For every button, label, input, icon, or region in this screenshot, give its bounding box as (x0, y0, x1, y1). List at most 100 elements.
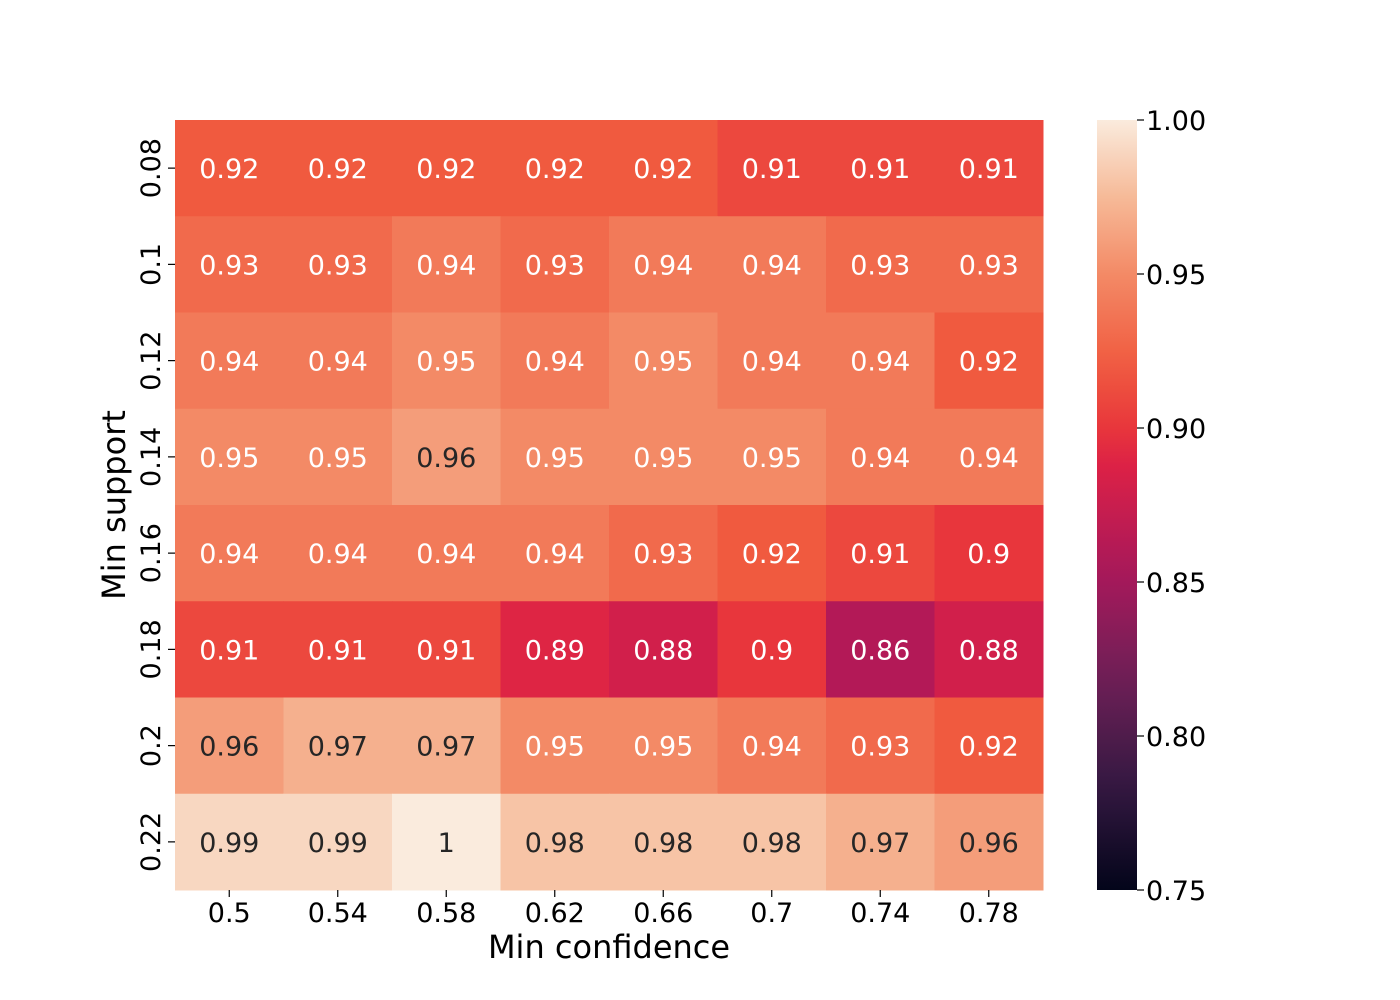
heatmap-cell (500, 505, 610, 602)
heatmap-cell (717, 697, 827, 795)
heatmap-cell (609, 793, 718, 891)
heatmap-cell (934, 505, 1044, 602)
cell-value-label: 0.91 (742, 154, 802, 185)
y-tick-label: 0.12 (136, 331, 167, 391)
heatmap-cell (717, 216, 827, 313)
heatmap-cell (934, 697, 1044, 795)
heatmap-cell (175, 505, 284, 602)
y-tick-label: 0.2 (136, 724, 167, 767)
heatmap-cell (175, 120, 284, 217)
heatmap-cell (283, 697, 393, 795)
heatmap-cell (283, 216, 393, 313)
cell-value-label: 0.94 (742, 347, 802, 378)
cell-value-label: 0.94 (525, 539, 585, 570)
cell-value-label: 0.88 (633, 635, 693, 666)
cell-value-label: 0.94 (633, 250, 693, 281)
cell-value-label: 0.94 (416, 250, 476, 281)
cell-value-label: 0.98 (742, 828, 802, 859)
heatmap-cell (609, 601, 718, 698)
cell-value-label: 0.95 (199, 443, 259, 474)
cell-value-label: 0.94 (525, 347, 585, 378)
cell-value-label: 0.92 (199, 154, 259, 185)
x-tick-label: 0.5 (208, 898, 251, 929)
cell-value-label: 0.94 (199, 347, 259, 378)
cell-value-label: 0.92 (742, 539, 802, 570)
cell-value-label: 0.94 (199, 539, 259, 570)
x-tick-label: 0.62 (525, 898, 585, 929)
cell-value-label: 0.96 (959, 828, 1019, 859)
cell-value-label: 0.94 (850, 347, 910, 378)
cell-value-label: 1 (438, 828, 455, 859)
cell-value-label: 0.95 (525, 732, 585, 763)
heatmap-cell (826, 793, 935, 891)
cell-value-label: 0.91 (199, 635, 259, 666)
x-tick-label: 0.7 (750, 898, 793, 929)
heatmap-cell (175, 312, 284, 410)
heatmap-cell (717, 312, 827, 410)
colorbar-tick-label: 0.90 (1146, 414, 1206, 445)
colorbar-tick-label: 0.85 (1146, 568, 1206, 599)
y-tick-label: 0.1 (136, 243, 167, 286)
cell-value-label: 0.94 (959, 443, 1019, 474)
heatmap-cell (609, 216, 718, 313)
y-axis: 0.08 0.1 0.12 0.14 0.16 0.18 0.2 0.22 (136, 138, 175, 872)
heatmap-cell (934, 312, 1044, 410)
cell-value-label: 0.93 (308, 250, 368, 281)
cell-value-label: 0.96 (416, 443, 476, 474)
x-axis: 0.5 0.54 0.58 0.62 0.66 0.7 0.74 0.78 (208, 890, 1019, 929)
cell-value-label: 0.92 (959, 732, 1019, 763)
cell-value-label: 0.95 (742, 443, 802, 474)
cell-value-label: 0.91 (850, 539, 910, 570)
heatmap-cell (500, 697, 610, 795)
cell-value-label: 0.93 (633, 539, 693, 570)
heatmap-cell (934, 601, 1044, 698)
heatmap-cell (175, 408, 284, 506)
heatmap-cell (934, 408, 1044, 506)
cell-value-label: 0.93 (525, 250, 585, 281)
cell-value-label: 0.92 (416, 154, 476, 185)
cell-value-label: 0.93 (850, 732, 910, 763)
heatmap-cell (392, 408, 501, 506)
cell-value-label: 0.93 (850, 250, 910, 281)
heatmap-cell (500, 216, 610, 313)
cell-value-label: 0.91 (959, 154, 1019, 185)
colorbar-ticks: 0.75 0.80 0.85 0.90 0.95 1.00 (1137, 106, 1206, 907)
colorbar-gradient (1097, 120, 1137, 890)
heatmap-cell (934, 216, 1044, 313)
heatmap-cell (392, 793, 501, 891)
cell-value-label: 0.95 (416, 347, 476, 378)
heatmap-cells (175, 120, 1044, 891)
heatmap-cell (283, 120, 393, 217)
heatmap-cell (175, 793, 284, 891)
cell-annotations: 0.92 0.92 0.92 0.92 0.92 0.91 0.91 0.910.93 0.93… (199, 154, 1019, 859)
cell-value-label: 0.9 (967, 539, 1010, 570)
cell-value-label: 0.95 (633, 443, 693, 474)
heatmap-cell (283, 505, 393, 602)
cell-value-label: 0.94 (742, 250, 802, 281)
cell-value-label: 0.99 (199, 828, 259, 859)
cell-value-label: 0.97 (416, 732, 476, 763)
heatmap-cell (283, 793, 393, 891)
heatmap-cell (392, 697, 501, 795)
heatmap-cell (717, 408, 827, 506)
heatmap-cell (500, 408, 610, 506)
y-tick-label: 0.18 (136, 619, 167, 679)
cell-value-label: 0.92 (633, 154, 693, 185)
cell-value-label: 0.88 (959, 635, 1019, 666)
cell-value-label: 0.97 (850, 828, 910, 859)
x-axis-label: Min confidence (488, 928, 730, 966)
cell-value-label: 0.93 (199, 250, 259, 281)
cell-value-label: 0.92 (525, 154, 585, 185)
colorbar: 0.75 0.80 0.85 0.90 0.95 1.00 (1097, 106, 1206, 907)
heatmap-cell (826, 505, 935, 602)
cell-value-label: 0.94 (850, 443, 910, 474)
colorbar-tick-label: 0.75 (1146, 876, 1206, 907)
cell-value-label: 0.92 (959, 347, 1019, 378)
cell-value-label: 0.99 (308, 828, 368, 859)
heatmap-cell (826, 408, 935, 506)
heatmap-cell (283, 408, 393, 506)
y-tick-label: 0.16 (136, 523, 167, 583)
heatmap-cell (609, 408, 718, 506)
cell-value-label: 0.94 (416, 539, 476, 570)
